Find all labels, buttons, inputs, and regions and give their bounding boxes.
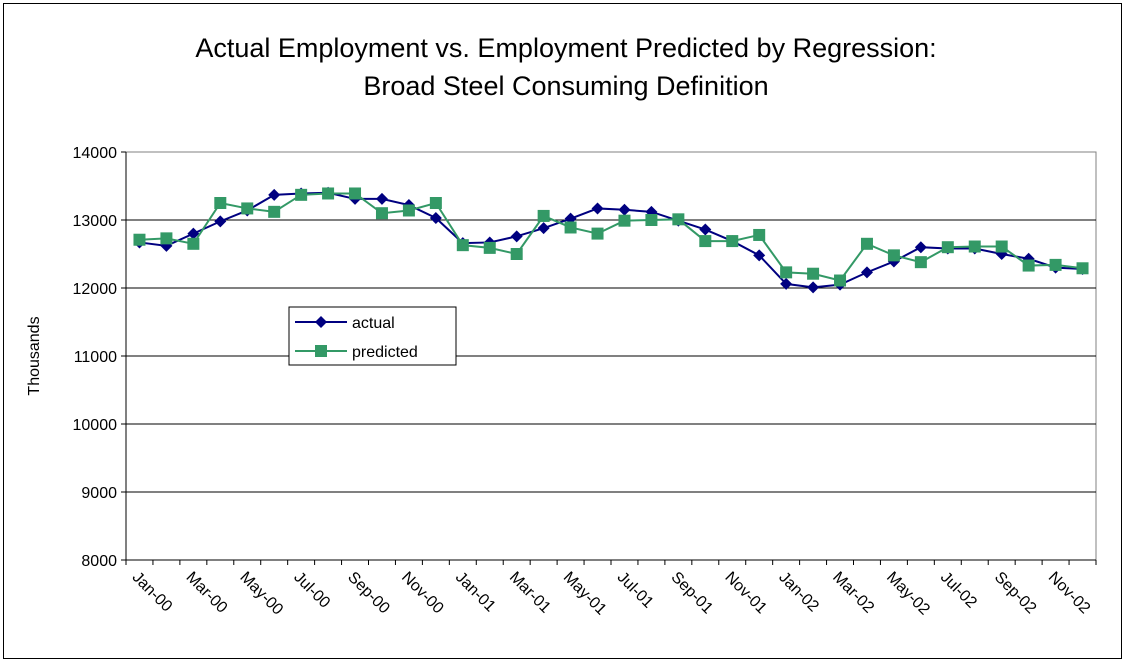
x-tick-label: May-00 (236, 569, 286, 619)
x-tick-label: Nov-01 (721, 569, 770, 618)
data-point-predicted (780, 266, 793, 279)
y-tick-label: 9000 (81, 485, 117, 502)
x-axis-ticks: Jan-00 Mar-00 May-00 Jul-00 Sep-00 Nov-00 Jan-… (125, 560, 1097, 619)
data-point-actual (807, 281, 820, 294)
data-point-predicted (726, 235, 739, 248)
x-tick-label: Jul-02 (937, 569, 980, 612)
x-tick-label: Sep-01 (668, 569, 717, 618)
series-predicted (133, 187, 1089, 287)
data-point-predicted (564, 221, 577, 234)
data-point-predicted (295, 188, 308, 201)
data-point-predicted (483, 241, 496, 254)
data-point-actual (268, 188, 281, 201)
legend-actual-label: actual (352, 315, 395, 332)
x-tick-label: Jul-01 (614, 569, 657, 612)
x-tick-label: Jan-01 (452, 569, 499, 616)
data-point-actual (510, 230, 523, 243)
data-point-actual (780, 277, 793, 290)
x-tick-label: Jan-02 (775, 569, 822, 616)
y-tick-label: 14000 (73, 145, 118, 162)
x-tick-label: Jan-00 (129, 569, 176, 616)
line-chart: Actual Employment vs. Employment Predict… (26, 33, 1097, 619)
data-point-predicted (645, 214, 658, 226)
data-point-predicted (187, 237, 200, 250)
chart-title-line-1: Actual Employment vs. Employment Predict… (195, 33, 936, 63)
x-tick-label: May-01 (560, 569, 610, 619)
y-tick-label: 11000 (74, 349, 117, 366)
data-point-actual (618, 203, 631, 216)
data-point-predicted (133, 233, 146, 246)
data-point-predicted (591, 227, 604, 240)
data-point-predicted (510, 248, 523, 260)
x-tick-label: Sep-00 (344, 569, 393, 618)
data-point-predicted (834, 274, 847, 287)
legend-actual-marker (315, 316, 327, 328)
data-point-predicted (914, 256, 927, 269)
legend-predicted-marker (315, 345, 327, 357)
data-point-predicted (699, 235, 712, 248)
y-tick-label: 13000 (73, 213, 118, 230)
data-point-actual (429, 211, 442, 224)
data-point-predicted (672, 213, 685, 226)
data-point-actual (860, 266, 873, 279)
data-point-predicted (349, 187, 362, 200)
data-point-predicted (322, 187, 335, 200)
y-tick-label: 8000 (81, 553, 117, 570)
data-point-predicted (268, 205, 281, 218)
data-point-actual (887, 255, 900, 268)
data-point-predicted (941, 241, 954, 254)
data-point-predicted (214, 197, 227, 209)
x-tick-label: Sep-02 (991, 569, 1040, 618)
data-point-actual (537, 222, 550, 235)
legend-box (288, 306, 457, 366)
gridlines (126, 219, 1096, 493)
legend: actual predicted (288, 306, 457, 366)
data-point-predicted (375, 207, 388, 220)
data-point-actual (214, 215, 227, 228)
data-point-actual (187, 227, 200, 240)
data-point-predicted (618, 214, 631, 227)
chart-title-line-2: Broad Steel Consuming Definition (363, 71, 768, 101)
data-point-predicted (160, 232, 173, 245)
x-tick-label: Nov-02 (1045, 569, 1094, 618)
y-tick-label: 12000 (73, 281, 118, 298)
data-point-predicted (429, 197, 442, 209)
data-point-predicted (402, 204, 415, 217)
data-point-actual (753, 249, 766, 262)
series-group (133, 186, 1089, 294)
chart-frame: Actual Employment vs. Employment Predict… (3, 3, 1122, 659)
data-point-actual (591, 202, 604, 215)
data-point-actual (375, 192, 388, 205)
data-point-predicted (887, 249, 900, 262)
data-point-predicted (537, 209, 550, 222)
x-tick-label: Mar-02 (829, 569, 877, 617)
y-tick-label: 10000 (73, 417, 118, 434)
x-tick-label: Jul-00 (290, 569, 333, 612)
x-tick-label: May-02 (883, 569, 933, 619)
data-point-predicted (456, 239, 469, 252)
data-point-predicted (995, 240, 1008, 253)
y-axis-title: Thousands (26, 316, 43, 395)
x-tick-label: Mar-00 (183, 569, 231, 617)
data-point-predicted (753, 228, 766, 241)
data-point-predicted (241, 202, 254, 215)
data-point-predicted (1049, 258, 1062, 271)
x-tick-label: Mar-01 (506, 569, 554, 617)
data-point-predicted (968, 240, 981, 253)
data-point-actual (699, 223, 712, 236)
data-point-actual (914, 241, 927, 254)
data-point-predicted (1076, 262, 1089, 275)
data-point-predicted (1022, 259, 1035, 272)
x-tick-label: Nov-00 (398, 569, 447, 618)
data-point-predicted (807, 267, 820, 280)
data-point-predicted (860, 237, 873, 250)
data-point-actual (1022, 252, 1035, 265)
legend-predicted-label: predicted (352, 344, 418, 361)
